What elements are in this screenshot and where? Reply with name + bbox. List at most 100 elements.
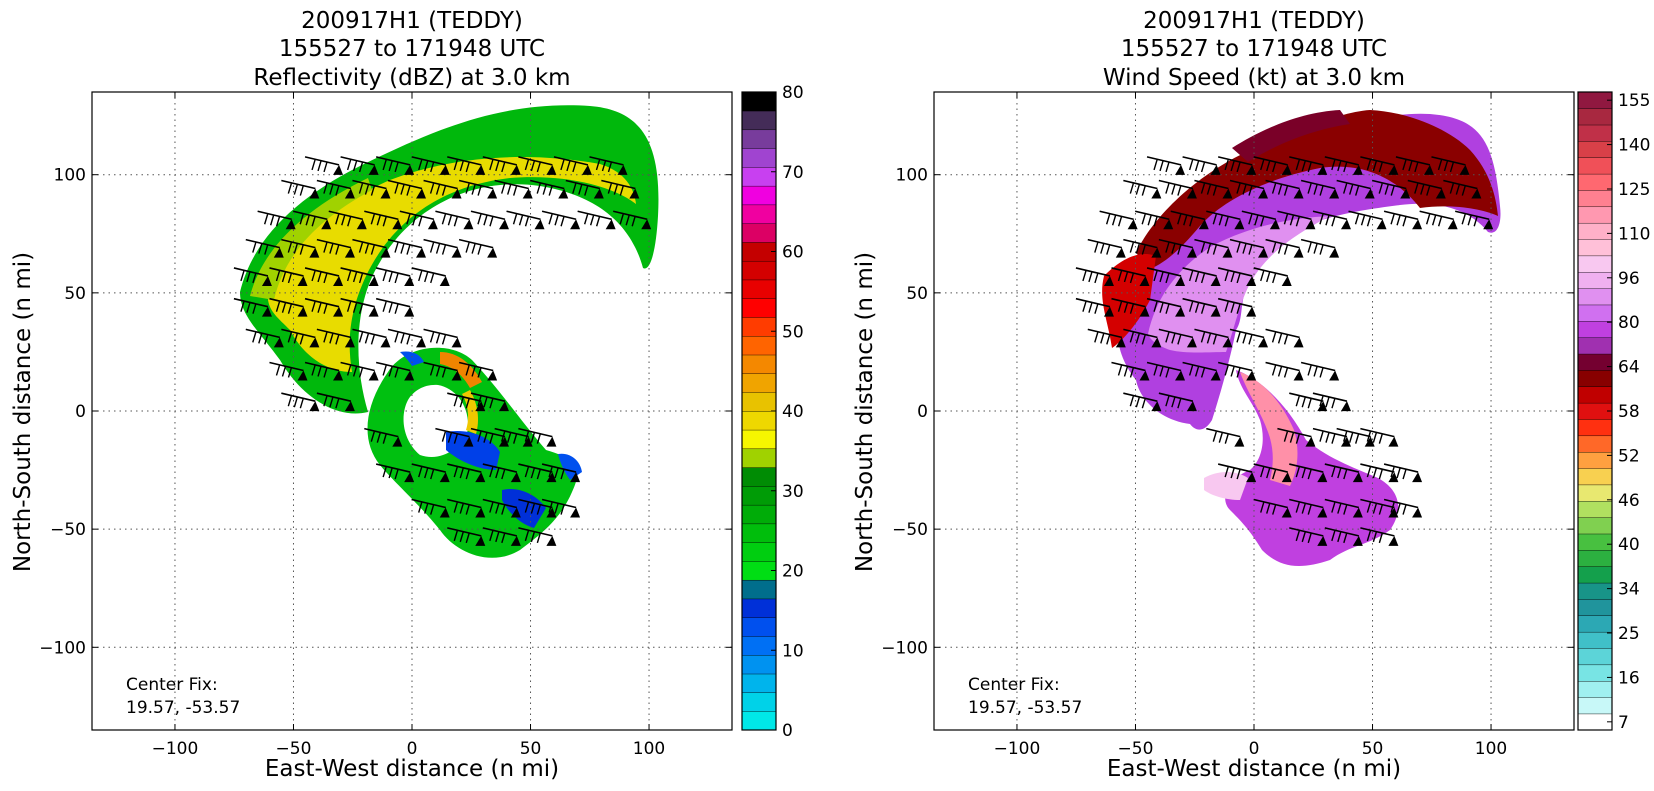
wind-barb-feathers xyxy=(1224,365,1241,378)
wind-barb-flag xyxy=(404,275,415,286)
colorbar-tick-label: 140 xyxy=(1618,136,1650,156)
wind-barb-staff xyxy=(447,498,482,509)
wind-barb-staff xyxy=(435,210,470,221)
colorbar-segment xyxy=(741,598,777,618)
wind-barb-feathers xyxy=(1449,183,1467,196)
wind-barb-flag xyxy=(546,164,557,175)
wind-barb-flag xyxy=(1163,219,1174,230)
wind-barb-feathers xyxy=(358,183,376,196)
wind-barb-staff xyxy=(482,498,517,509)
colorbar-segment xyxy=(1577,566,1613,584)
wind-barb-flag xyxy=(546,507,557,518)
wind-barb-staff xyxy=(518,156,553,166)
wind-barb-staff xyxy=(458,238,494,249)
wind-barb-flag xyxy=(1246,164,1257,175)
wind-barb-flag xyxy=(1151,188,1162,199)
wind-barb-staff xyxy=(423,361,458,372)
wind-barb-feathers xyxy=(1342,183,1360,196)
wind-barb-staff xyxy=(1111,361,1146,372)
x-axis-label: East-West distance (n mi) xyxy=(265,756,559,782)
wind-barb-staff xyxy=(281,179,316,190)
wind-barb-flag xyxy=(451,337,462,348)
colorbar-tick-label: 110 xyxy=(1618,224,1650,244)
colorbar-segment xyxy=(1577,713,1613,731)
wind-speed-panel: 200917H1 (TEDDY) 155527 to 171948 UTC Wi… xyxy=(852,8,1650,782)
wind-barb-feathers xyxy=(1271,183,1289,196)
colorbar-segment xyxy=(1577,108,1613,126)
colorbar-tick-label: 64 xyxy=(1618,358,1640,378)
wind-barb-feathers xyxy=(1153,365,1170,378)
wind-barb-flag xyxy=(1293,337,1304,348)
wind-barb-feathers xyxy=(1153,159,1170,173)
wind-barb-flag xyxy=(1352,472,1363,483)
wind-barb-feathers xyxy=(346,270,364,284)
reflectivity-yellow-core xyxy=(268,157,636,372)
wind-barb-feathers xyxy=(370,431,387,444)
wind-barb-flag xyxy=(1340,401,1351,412)
wind-barb-feathers xyxy=(1271,365,1289,378)
wind-barb-flag xyxy=(344,401,355,412)
wind-barb-feathers xyxy=(252,332,269,345)
colorbar-segment xyxy=(741,410,777,431)
wind-barb-flag xyxy=(1352,535,1363,546)
wind-barb-staff xyxy=(1075,297,1111,308)
wind-barb-feathers xyxy=(346,159,364,173)
wind-barb-flag xyxy=(629,188,640,199)
wind-barb-flag xyxy=(392,436,403,447)
wind-barb-flag xyxy=(475,472,486,483)
x-tick-label: −100 xyxy=(994,739,1041,759)
wind-barb-staff xyxy=(423,328,458,339)
wind-barb-flag xyxy=(1293,370,1304,381)
colorbar-segment xyxy=(741,485,777,506)
colorbar-segment xyxy=(741,504,777,525)
wind-barb-flag xyxy=(451,247,462,258)
wind-barb-staff xyxy=(1253,156,1288,166)
colorbar-segment xyxy=(1577,304,1613,322)
wind-barb-feathers xyxy=(1188,365,1206,378)
wind-barb-flag xyxy=(617,164,628,175)
wind-barb-staff xyxy=(1265,238,1300,249)
wind-barb-flag xyxy=(1269,219,1280,230)
y-axis: −100 −50 0 50 100 xyxy=(39,166,732,658)
wind-barb-staff xyxy=(1324,156,1359,166)
colorbar-tick-label: 80 xyxy=(1618,313,1640,333)
wind-barb-feathers xyxy=(1105,214,1123,227)
wind-barb-feathers xyxy=(441,214,459,227)
wind-barb-feathers xyxy=(441,431,459,444)
wind-barb-feathers xyxy=(1165,242,1182,255)
wind-barb-staff xyxy=(245,238,280,249)
wind-barb-flag xyxy=(368,275,379,286)
colorbar-segment xyxy=(1577,353,1613,371)
wind-barb-flag xyxy=(641,219,652,230)
wind-barb-staff xyxy=(1075,267,1111,277)
wind-barb-feathers xyxy=(263,214,281,227)
wind-barb-flag xyxy=(416,188,426,199)
wind-barb-flag xyxy=(297,370,308,381)
wind-barb-flag xyxy=(1281,164,1292,175)
wind-barb-flag xyxy=(1139,275,1150,286)
wind-barb-flag xyxy=(333,275,344,286)
wind-barb-feathers xyxy=(287,395,305,409)
x-tick-label: 100 xyxy=(633,739,665,759)
wind-barb-staff xyxy=(1111,267,1146,277)
wind-barb-feathers xyxy=(1224,301,1241,314)
wind-barb-flag xyxy=(1139,370,1150,381)
wind-barb-flag xyxy=(1246,370,1257,381)
y-tick-label: −50 xyxy=(50,520,86,540)
wind-barb-feathers xyxy=(1390,466,1407,480)
wind-barb-staff xyxy=(364,427,399,438)
wind-barb-feathers xyxy=(311,270,328,284)
wind-barb-staff xyxy=(577,210,612,221)
wind-barb-flag xyxy=(439,164,450,175)
wind-barb-feathers xyxy=(465,365,482,378)
wind-barb-staff xyxy=(1289,498,1324,509)
wind-barb-feathers xyxy=(1260,270,1277,284)
y-tick-label: 0 xyxy=(75,402,86,422)
wind-barb-flag xyxy=(1317,401,1328,412)
wind-barb-flag xyxy=(416,247,426,258)
wind-barb-feathers xyxy=(252,242,269,255)
wind-barb-staff xyxy=(1111,297,1146,308)
wind-barb-staff xyxy=(375,156,411,166)
wind-barb-flag xyxy=(1423,164,1434,175)
